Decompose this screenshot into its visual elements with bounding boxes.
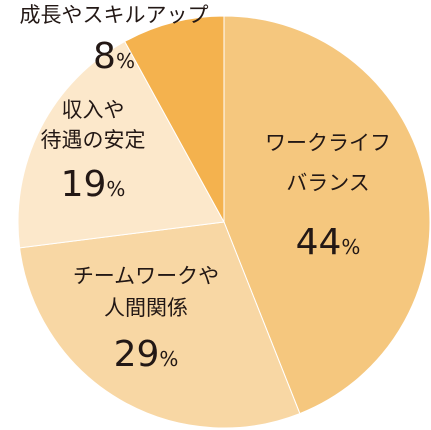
slice-value-2: 19% [61,164,126,205]
pie-slice-1 [19,221,301,429]
slice-label-3-line-0: 成長やスキルアップ [20,3,209,27]
slice-value-0: 44% [296,222,361,263]
slice-label-2-line-0: 収入や [62,98,125,122]
pie-slices [17,15,431,429]
slice-label-2-line-1: 待遇の安定 [41,128,146,152]
pie-slice-2 [17,40,225,249]
slice-label-1-line-0: チームワークや [73,264,219,288]
slice-value-1: 29% [114,334,179,375]
pie-slice-0 [223,15,431,415]
slice-label-0-line-1: バランス [286,171,370,195]
slice-label-1-line-1: 人間関係 [104,296,188,320]
slice-label-0-line-0: ワークライフ [265,131,391,155]
pie-slice-3 [124,15,225,223]
slice-value-3: 8% [93,36,135,77]
